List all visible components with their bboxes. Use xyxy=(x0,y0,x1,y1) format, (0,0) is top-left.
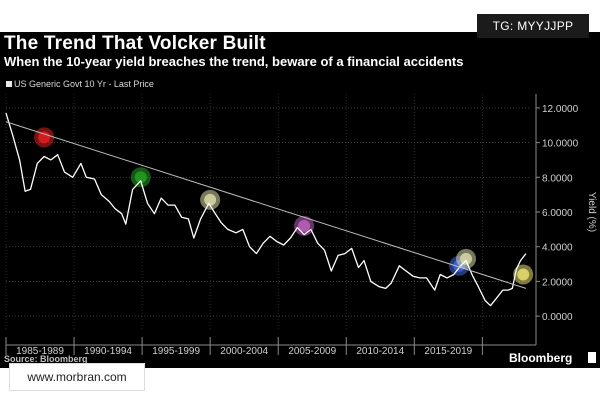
legend-swatch xyxy=(6,81,12,87)
trend-line xyxy=(5,121,527,289)
legend-label: US Generic Govt 10 Yr - Last Price xyxy=(14,79,154,89)
bloomberg-logo: Bloomberg xyxy=(509,351,572,365)
highlight-dot xyxy=(38,131,51,144)
bloomberg-mark-icon xyxy=(588,352,596,363)
highlight-dot xyxy=(204,193,217,206)
y-tick-label: 0.0000 xyxy=(542,312,573,323)
highlight-dot xyxy=(517,268,530,281)
highlight-dot xyxy=(298,219,311,232)
y-tick-label: 4.0000 xyxy=(542,243,573,254)
x-tick-label: 1985-1989 xyxy=(16,346,64,357)
watermark-url: www.morbran.com xyxy=(10,364,144,390)
source-label: Source: Bloomberg xyxy=(4,354,88,364)
y-axis-title: Yield (%) xyxy=(586,192,597,232)
y-tick-label: 10.0000 xyxy=(542,139,579,150)
y-tick-label: 2.0000 xyxy=(542,277,573,288)
x-tick-label: 2010-2014 xyxy=(356,346,404,357)
y-tick-label: 8.0000 xyxy=(542,173,573,184)
chart-subtitle: When the 10-year yield breaches the tren… xyxy=(4,54,464,69)
chart-title: The Trend That Volcker Built xyxy=(4,33,266,54)
x-tick-label: 1995-1999 xyxy=(152,346,200,357)
x-tick-label: 1990-1994 xyxy=(84,346,132,357)
highlight-dot xyxy=(134,171,147,184)
yield-series-line xyxy=(5,112,527,307)
x-tick-label: 2005-2009 xyxy=(288,346,336,357)
y-tick-label: 6.0000 xyxy=(542,208,573,219)
y-tick-label: 12.0000 xyxy=(542,104,579,115)
watermark-badge: TG: MYYJJPP xyxy=(477,14,589,38)
highlight-dot xyxy=(460,252,473,265)
x-tick-label: 2015-2019 xyxy=(424,346,472,357)
x-tick-label: 2000-2004 xyxy=(220,346,268,357)
chart-frame xyxy=(0,32,600,368)
